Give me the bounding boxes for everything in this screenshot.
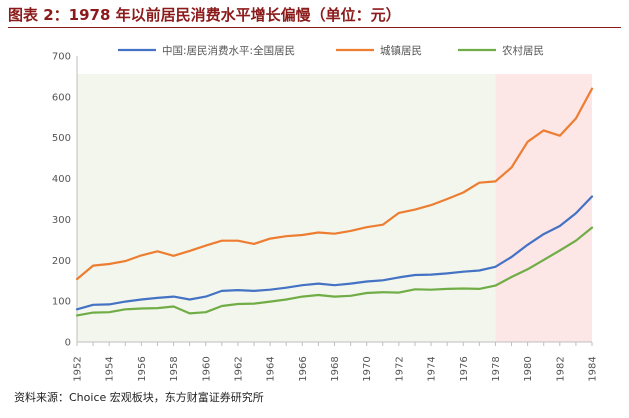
x-tick-label: 1956 [137, 356, 148, 381]
page-title: 图表 2：1978 年以前居民消费水平增长偏慢（单位：元） [8, 6, 401, 24]
y-tick-label: 0 [65, 338, 71, 349]
shaded-region-1 [77, 74, 496, 342]
y-tick-label: 100 [52, 297, 71, 308]
x-tick-label: 1972 [394, 356, 405, 381]
shaded-regions [77, 74, 592, 342]
series-line-1 [75, 195, 594, 311]
title-divider [8, 27, 621, 28]
x-tick-label: 1964 [266, 356, 277, 381]
x-tick-label: 1974 [427, 356, 438, 381]
series-line-2 [75, 87, 594, 281]
legend: 中国:居民消费水平:全国居民 城镇居民 农村居民 [118, 44, 544, 57]
legend-label: 城镇居民 [380, 44, 422, 57]
line-chart: 0 100 200 300 400 500 600 700 1952 1954 1956 1958 19… [52, 44, 599, 382]
y-tick-label: 600 [52, 92, 71, 103]
x-tick-label: 1958 [169, 356, 180, 381]
x-tick-label: 1960 [201, 356, 212, 381]
x-tick-label: 1976 [459, 356, 470, 381]
legend-label: 农村居民 [502, 44, 544, 57]
y-tick-label: 700 [52, 52, 71, 63]
y-tick-label: 500 [52, 133, 71, 144]
source-note: 资料来源：Choice 宏观板块，东方财富证券研究所 [14, 391, 264, 404]
x-tick-label: 1966 [298, 356, 309, 381]
y-tick-label: 300 [52, 215, 71, 226]
x-tick-label: 1984 [588, 356, 599, 381]
x-tick-label: 1954 [105, 356, 116, 381]
x-tick-label: 1952 [73, 356, 84, 381]
y-tick-label: 200 [52, 256, 71, 267]
y-tick-label: 400 [52, 174, 71, 185]
x-tick-label: 1968 [330, 356, 341, 381]
series-lines [75, 87, 594, 317]
x-tick-label: 1980 [523, 356, 534, 381]
x-tick-label: 1982 [555, 356, 566, 381]
x-tick-label: 1970 [362, 356, 373, 381]
legend-label: 中国:居民消费水平:全国居民 [162, 44, 295, 57]
axes: 0 100 200 300 400 500 600 700 1952 1954 1956 1958 19… [52, 52, 599, 382]
series-line-3 [75, 226, 594, 317]
x-tick-label: 1978 [491, 356, 502, 381]
x-tick-label: 1962 [233, 356, 244, 381]
